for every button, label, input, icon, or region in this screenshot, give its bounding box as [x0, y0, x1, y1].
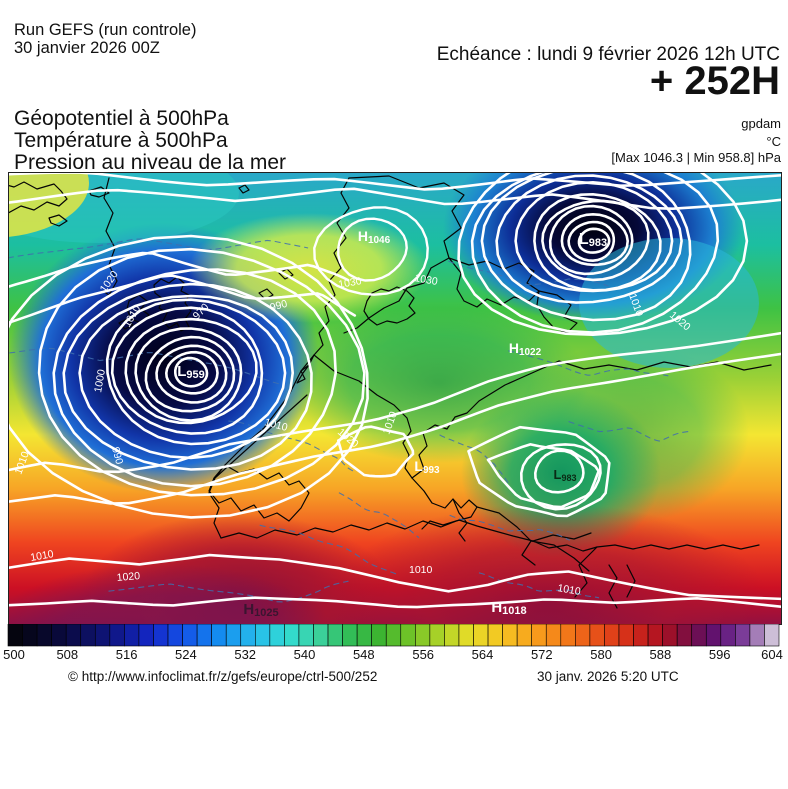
- svg-text:588: 588: [650, 647, 672, 662]
- svg-text:556: 556: [412, 647, 434, 662]
- svg-text:564: 564: [472, 647, 494, 662]
- svg-text:508: 508: [56, 647, 78, 662]
- svg-text:572: 572: [531, 647, 553, 662]
- svg-text:532: 532: [234, 647, 256, 662]
- svg-text:580: 580: [590, 647, 612, 662]
- svg-text:540: 540: [294, 647, 316, 662]
- svg-text:604: 604: [761, 647, 783, 662]
- svg-text:516: 516: [116, 647, 138, 662]
- svg-text:500: 500: [3, 647, 25, 662]
- svg-text:1010: 1010: [409, 564, 433, 576]
- svg-text:1020: 1020: [116, 570, 140, 584]
- svg-text:548: 548: [353, 647, 375, 662]
- svg-text:596: 596: [709, 647, 731, 662]
- svg-text:524: 524: [175, 647, 197, 662]
